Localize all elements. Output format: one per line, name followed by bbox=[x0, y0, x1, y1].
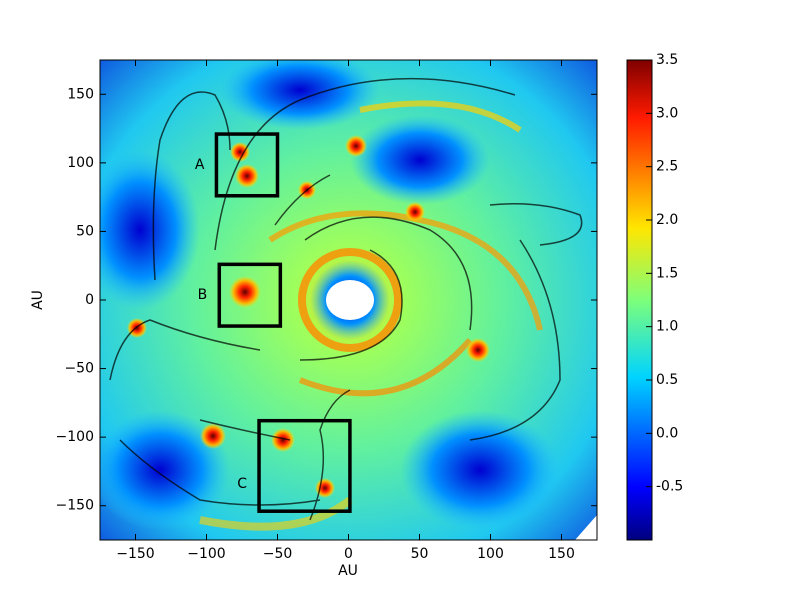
region-label: A bbox=[195, 157, 205, 173]
y-tick-label: 50 bbox=[76, 223, 94, 239]
x-tick-label: 0 bbox=[344, 546, 353, 562]
x-axis-label: AU bbox=[338, 563, 358, 579]
colorbar-tick-label: 1.5 bbox=[656, 265, 678, 281]
y-axis-label: AU bbox=[30, 290, 46, 310]
colorbar-tick-label: 2.5 bbox=[656, 159, 678, 175]
colorbar-tick-label: 2.0 bbox=[656, 212, 678, 228]
y-tick-label: 0 bbox=[85, 292, 94, 308]
x-tick-label: 100 bbox=[477, 546, 504, 562]
x-tick-label: −150 bbox=[116, 546, 154, 562]
y-tick-label: −50 bbox=[64, 361, 94, 377]
x-tick-label: −50 bbox=[263, 546, 293, 562]
region-label: C bbox=[237, 476, 247, 492]
y-tick-label: −150 bbox=[56, 498, 94, 514]
density-map bbox=[100, 60, 597, 540]
y-tick-label: 100 bbox=[67, 155, 94, 171]
colorbar-tick-label: 0.5 bbox=[656, 372, 678, 388]
colorbar-tick-label: 3.0 bbox=[656, 105, 678, 121]
colorbar bbox=[626, 59, 653, 541]
region-label: B bbox=[198, 287, 208, 303]
colorbar-tick-label: 1.0 bbox=[656, 319, 678, 335]
x-tick-label: −100 bbox=[187, 546, 225, 562]
colorbar-tick-label: 0.0 bbox=[656, 425, 678, 441]
x-tick-label: 50 bbox=[411, 546, 429, 562]
colorbar-tick-label: -0.5 bbox=[656, 479, 683, 495]
region-box bbox=[257, 418, 352, 513]
region-box bbox=[214, 132, 280, 198]
y-tick-label: 150 bbox=[67, 86, 94, 102]
region-box bbox=[217, 262, 283, 328]
y-tick-label: −100 bbox=[56, 429, 94, 445]
x-tick-label: 150 bbox=[548, 546, 575, 562]
colorbar-tick-label: 3.5 bbox=[656, 52, 678, 68]
